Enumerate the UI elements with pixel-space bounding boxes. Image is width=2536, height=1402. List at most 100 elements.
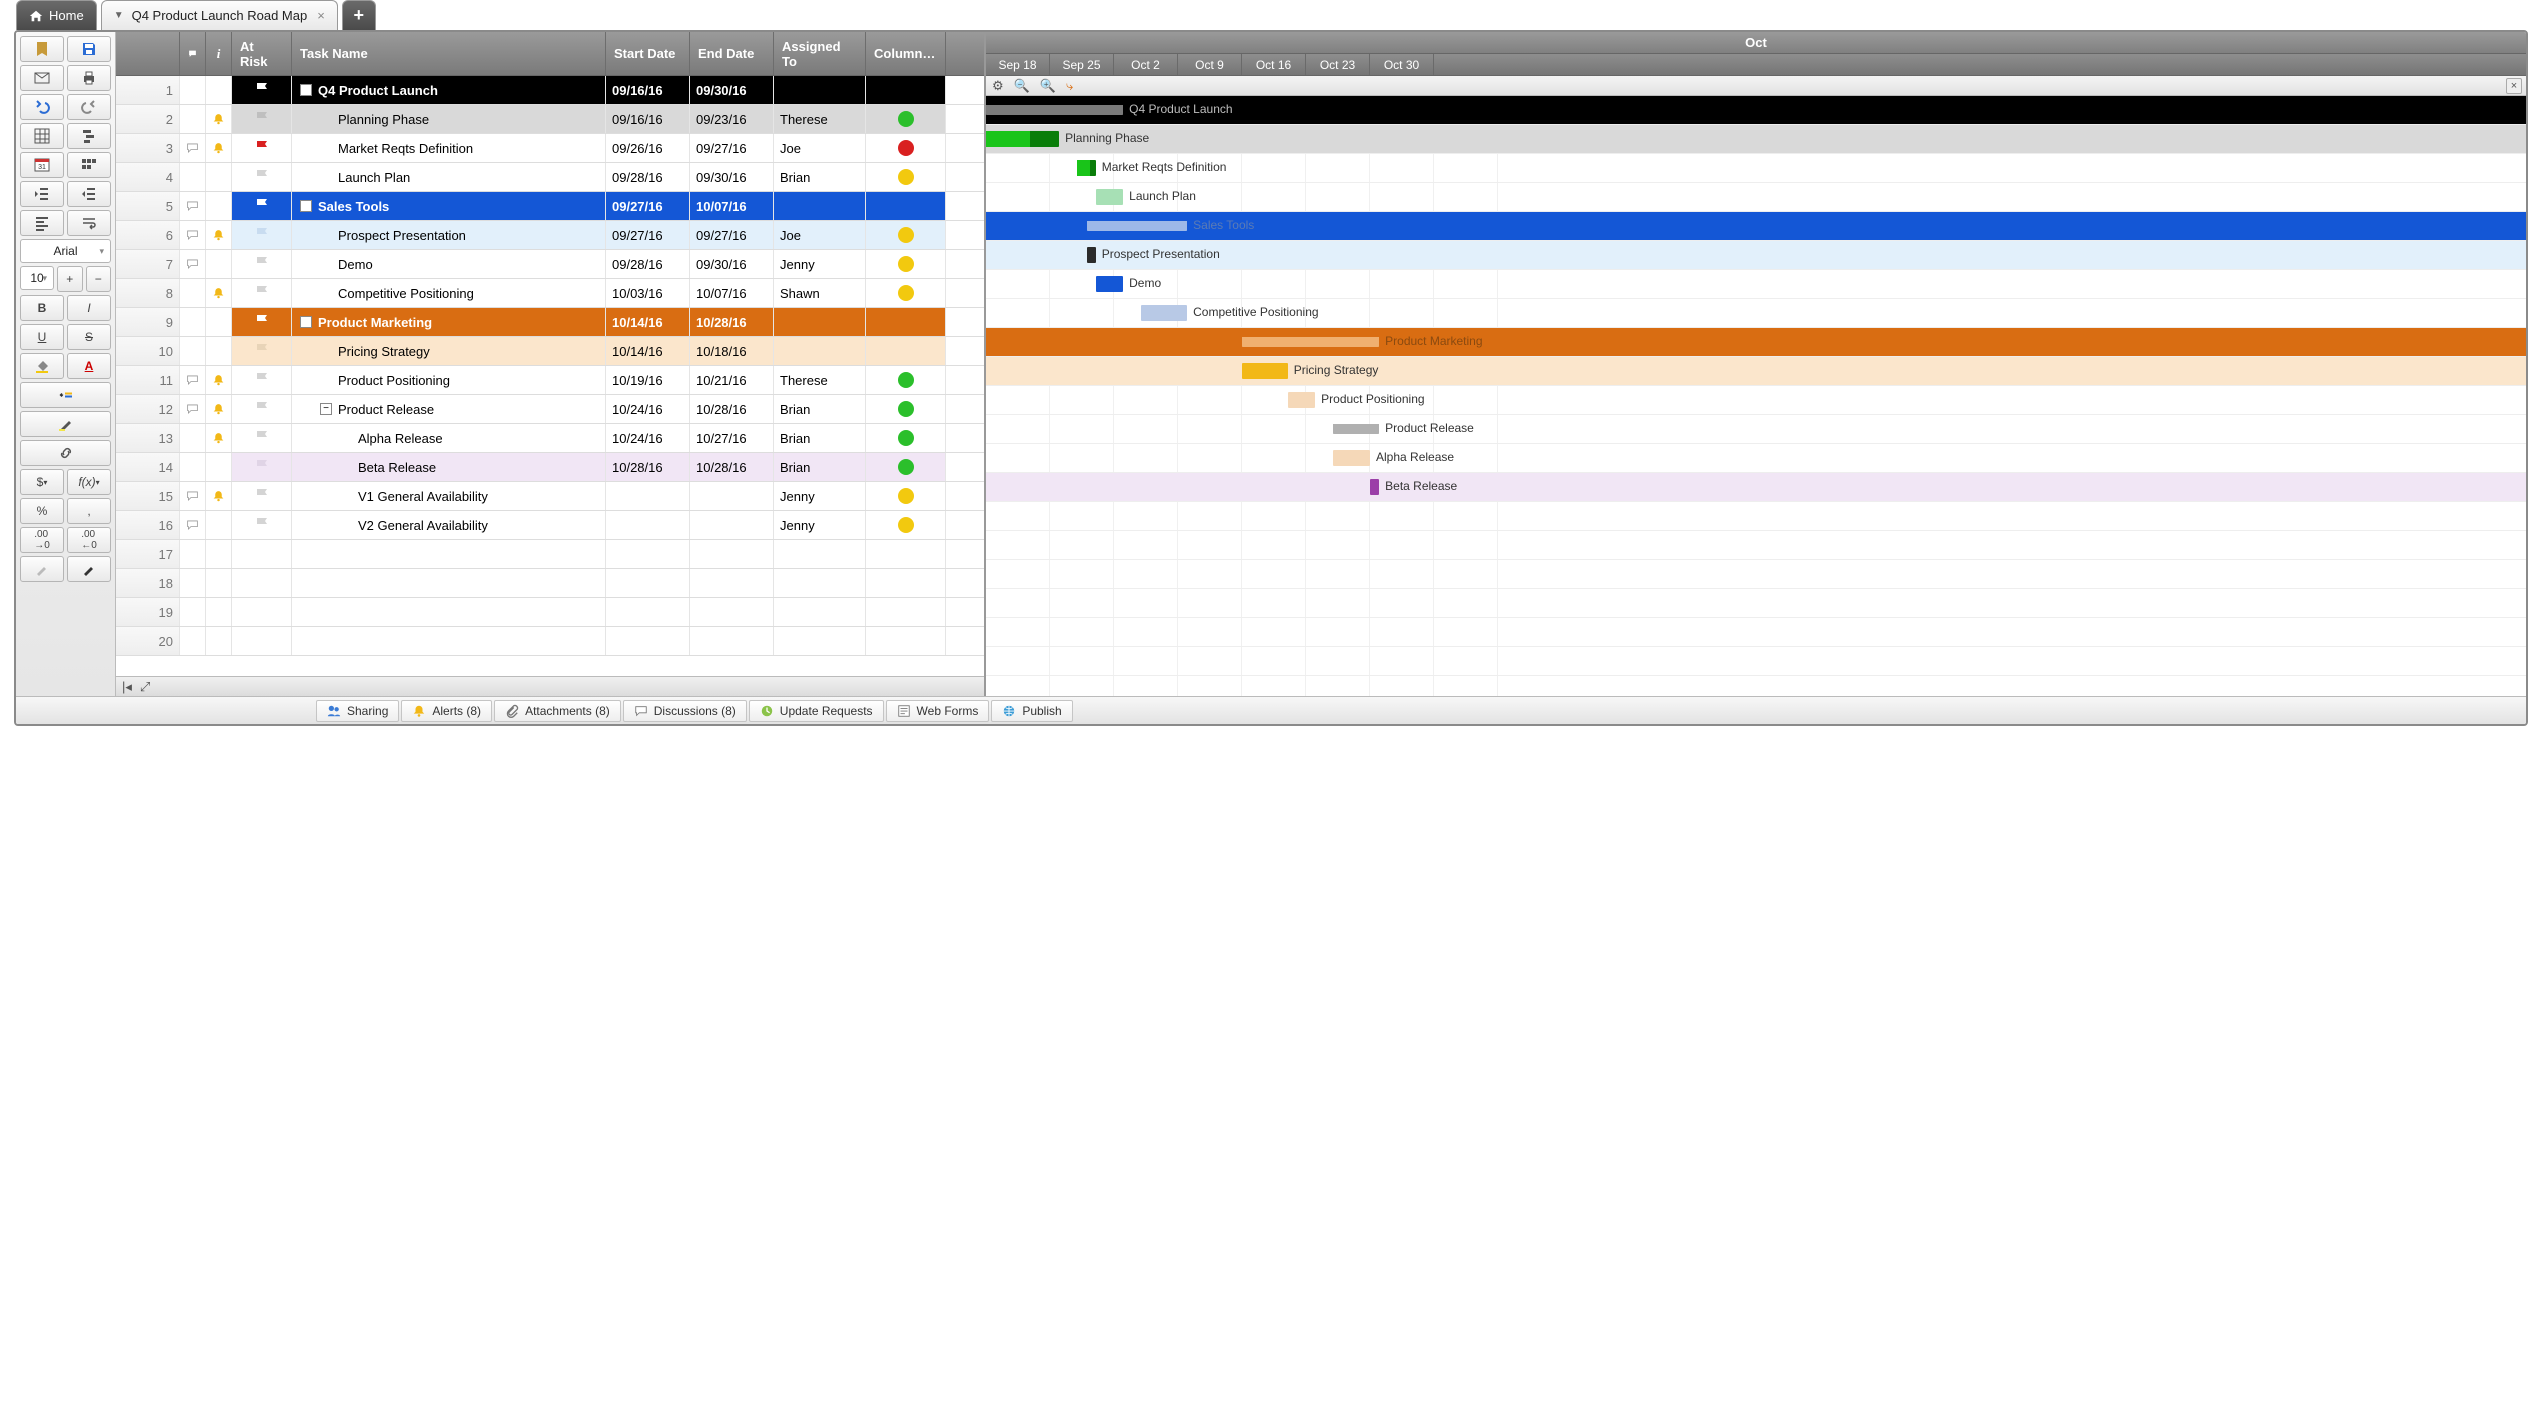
scroll-start-icon[interactable]: |◂: [122, 679, 132, 695]
table-row[interactable]: 3Market Reqts Definition09/26/1609/27/16…: [116, 134, 984, 163]
alerts-button[interactable]: Alerts (8): [401, 700, 492, 722]
gantt-bar[interactable]: [1087, 221, 1188, 231]
size-down-button[interactable]: −: [86, 266, 112, 292]
highlight-button[interactable]: [20, 411, 111, 437]
publish-button[interactable]: Publish: [991, 700, 1072, 722]
gantt-bar[interactable]: [1141, 305, 1187, 321]
col-end[interactable]: End Date: [690, 32, 774, 75]
table-row[interactable]: 19: [116, 598, 984, 627]
gantt-bar[interactable]: [1087, 247, 1096, 263]
table-row[interactable]: 12−Product Release10/24/1610/28/16Brian: [116, 395, 984, 424]
gantt-bar[interactable]: [1242, 363, 1288, 379]
table-row[interactable]: 15V1 General AvailabilityJenny: [116, 482, 984, 511]
table-row[interactable]: 1−Q4 Product Launch09/16/1609/30/16: [116, 76, 984, 105]
col-task[interactable]: Task Name: [292, 32, 606, 75]
table-row[interactable]: 8Competitive Positioning10/03/1610/07/16…: [116, 279, 984, 308]
gantt-bar[interactable]: [986, 105, 1123, 115]
col-rownum[interactable]: [116, 32, 180, 75]
undo-button[interactable]: [20, 94, 64, 120]
col-start[interactable]: Start Date: [606, 32, 690, 75]
gantt-bar[interactable]: [1096, 189, 1123, 205]
gantt-bar[interactable]: [1242, 337, 1379, 347]
table-row[interactable]: 4Launch Plan09/28/1609/30/16Brian: [116, 163, 984, 192]
webforms-button[interactable]: Web Forms: [886, 700, 990, 722]
gantt-bar[interactable]: [1370, 479, 1379, 495]
grid-view-button[interactable]: [20, 123, 64, 149]
zoom-in-icon[interactable]: 🔍+: [1040, 78, 1056, 94]
sharing-button[interactable]: Sharing: [316, 700, 399, 722]
print-button[interactable]: [67, 65, 111, 91]
table-row[interactable]: 5−Sales Tools09/27/1610/07/16: [116, 192, 984, 221]
goto-today-icon[interactable]: ⤷: [1066, 78, 1073, 94]
mail-button[interactable]: [20, 65, 64, 91]
card-view-button[interactable]: [67, 152, 111, 178]
calendar-view-button[interactable]: 31: [20, 152, 64, 178]
col-risk[interactable]: At Risk: [232, 32, 292, 75]
bookmark-button[interactable]: [20, 36, 64, 62]
save-button[interactable]: [67, 36, 111, 62]
gantt-icon: [81, 128, 97, 144]
gantt-bar[interactable]: [1096, 276, 1123, 292]
table-row[interactable]: 2Planning Phase09/16/1609/23/16Therese: [116, 105, 984, 134]
col-info[interactable]: i: [206, 32, 232, 75]
text-color-button[interactable]: A: [67, 353, 111, 379]
outdent-button[interactable]: [20, 181, 64, 207]
close-icon[interactable]: ×: [317, 8, 325, 23]
size-up-button[interactable]: +: [57, 266, 83, 292]
table-row[interactable]: 20: [116, 627, 984, 656]
indent-button[interactable]: [67, 181, 111, 207]
dec-inc-button[interactable]: .00→0: [20, 527, 64, 553]
italic-button[interactable]: I: [67, 295, 111, 321]
align-button[interactable]: [20, 210, 64, 236]
globe-icon: [1002, 704, 1016, 718]
link-button[interactable]: [20, 440, 111, 466]
table-row[interactable]: 6Prospect Presentation09/27/1609/27/16Jo…: [116, 221, 984, 250]
thousands-button[interactable]: ,: [67, 498, 111, 524]
table-row[interactable]: 14Beta Release10/28/1610/28/16Brian: [116, 453, 984, 482]
gantt-body[interactable]: Q4 Product LaunchPlanning PhaseMarket Re…: [986, 96, 2526, 696]
font-select[interactable]: Arial: [20, 239, 111, 263]
gantt-view-button[interactable]: [67, 123, 111, 149]
attachments-button[interactable]: Attachments (8): [494, 700, 621, 722]
gantt-bar[interactable]: [1333, 424, 1379, 434]
wrap-button[interactable]: [67, 210, 111, 236]
gantt-bar[interactable]: [1288, 392, 1315, 408]
formula-button[interactable]: f(x)▾: [67, 469, 111, 495]
bold-button[interactable]: B: [20, 295, 64, 321]
gantt-close-button[interactable]: ×: [2506, 78, 2522, 94]
table-row[interactable]: 9−Product Marketing10/14/1610/28/16: [116, 308, 984, 337]
table-row[interactable]: 17: [116, 540, 984, 569]
tab-new[interactable]: +: [342, 0, 376, 30]
conditional-format-button[interactable]: ?: [20, 382, 111, 408]
gantt-bar[interactable]: [986, 131, 1059, 147]
format-painter-button[interactable]: [20, 556, 64, 582]
fill-color-button[interactable]: [20, 353, 64, 379]
tab-sheet[interactable]: ▼ Q4 Product Launch Road Map ×: [101, 0, 338, 30]
grid-body[interactable]: 1−Q4 Product Launch09/16/1609/30/162Plan…: [116, 76, 984, 676]
discussions-button[interactable]: Discussions (8): [623, 700, 747, 722]
col-comment[interactable]: [180, 32, 206, 75]
currency-button[interactable]: $▾: [20, 469, 64, 495]
table-row[interactable]: 7Demo09/28/1609/30/16Jenny: [116, 250, 984, 279]
gantt-bar[interactable]: [1333, 450, 1370, 466]
dec-dec-button[interactable]: .00←0: [67, 527, 111, 553]
gantt-bar[interactable]: [1077, 160, 1095, 176]
table-row[interactable]: 13Alpha Release10/24/1610/27/16Brian: [116, 424, 984, 453]
col-assigned[interactable]: Assigned To: [774, 32, 866, 75]
gear-icon[interactable]: ⚙: [992, 78, 1004, 94]
table-row[interactable]: 18: [116, 569, 984, 598]
redo-button[interactable]: [67, 94, 111, 120]
col-extra[interactable]: Column…: [866, 32, 946, 75]
underline-button[interactable]: U: [20, 324, 64, 350]
clear-format-button[interactable]: [67, 556, 111, 582]
table-row[interactable]: 11Product Positioning10/19/1610/21/16The…: [116, 366, 984, 395]
percent-button[interactable]: %: [20, 498, 64, 524]
strike-button[interactable]: S: [67, 324, 111, 350]
expand-icon[interactable]: ⤢: [140, 679, 150, 695]
table-row[interactable]: 16V2 General AvailabilityJenny: [116, 511, 984, 540]
tab-home[interactable]: Home: [16, 0, 97, 30]
size-select[interactable]: 10: [20, 266, 54, 290]
update-requests-button[interactable]: Update Requests: [749, 700, 884, 722]
zoom-out-icon[interactable]: 🔍−: [1014, 78, 1030, 94]
table-row[interactable]: 10Pricing Strategy10/14/1610/18/16: [116, 337, 984, 366]
